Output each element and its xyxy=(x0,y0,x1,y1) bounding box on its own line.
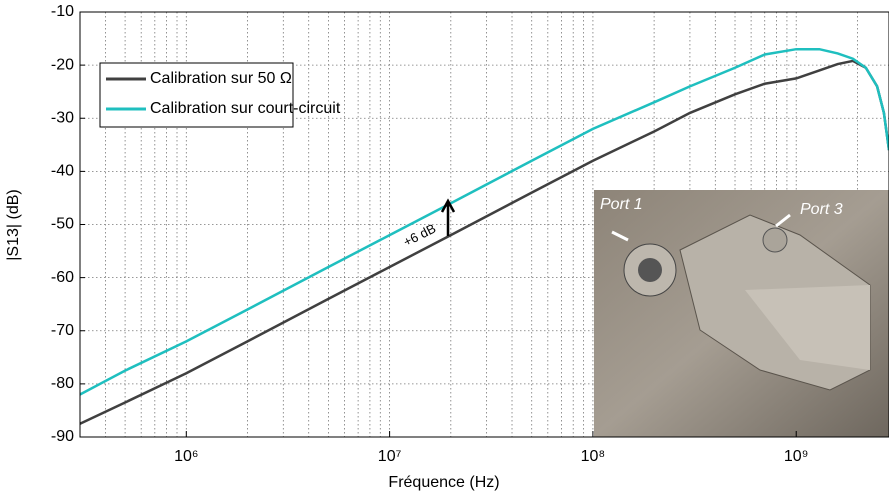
y-tick-label: -90 xyxy=(51,428,74,445)
annotation-arrow xyxy=(440,198,456,236)
series-line xyxy=(79,47,889,396)
x-tick-label: 10⁶ xyxy=(174,448,198,465)
photo-connector-hole xyxy=(638,258,662,282)
y-tick-label: -10 xyxy=(51,3,74,20)
photo-label: Port 1 xyxy=(600,196,643,213)
y-tick-label: -50 xyxy=(51,216,74,233)
legend: Calibration sur 50 Ω Calibration sur cour… xyxy=(99,62,341,128)
photo-arrows xyxy=(611,213,791,242)
x-tick-label: 10⁷ xyxy=(378,448,402,465)
legend-label: Calibration sur court-circuit xyxy=(150,100,341,117)
x-tick-label: 10⁹ xyxy=(784,448,809,465)
y-tick-label: -80 xyxy=(51,375,74,392)
photo-box-face xyxy=(745,285,870,370)
x-tick-label: 10⁸ xyxy=(581,448,606,465)
photo-connector xyxy=(762,227,788,253)
y-tick-label: -20 xyxy=(51,56,74,73)
photo-label: Port 3 xyxy=(800,201,843,218)
y-tick-label: -40 xyxy=(51,163,74,180)
photo-inset: Port 1 Port 3 xyxy=(594,190,889,437)
y-tick-label: -60 xyxy=(51,269,74,286)
y-tick-label: -70 xyxy=(51,322,74,339)
x-axis-label: Fréquence (Hz) xyxy=(388,474,499,491)
y-axis-label: |S13| (dB) xyxy=(5,189,22,260)
legend-label: Calibration sur 50 Ω xyxy=(150,70,292,87)
legend-box xyxy=(99,62,294,128)
y-tick-label: -30 xyxy=(51,109,74,126)
